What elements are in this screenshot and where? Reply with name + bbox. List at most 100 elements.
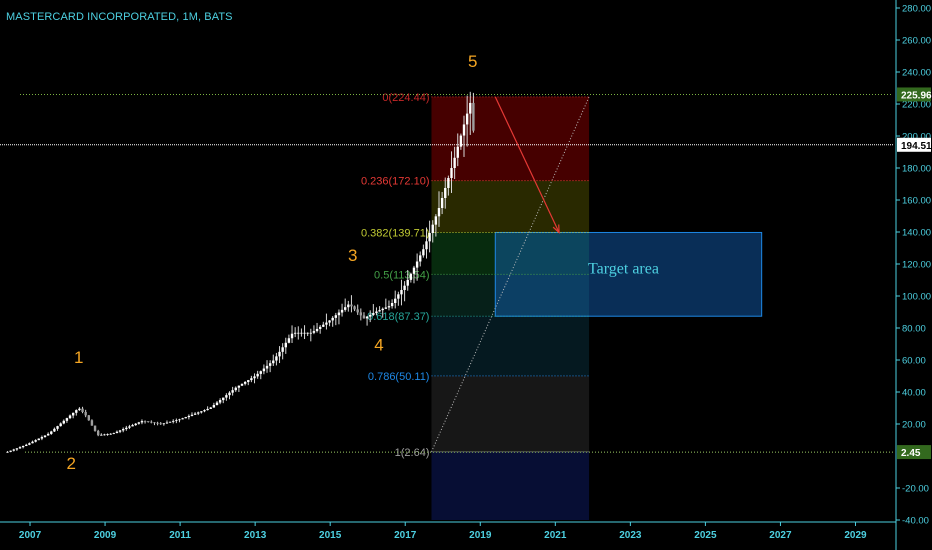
candle-body xyxy=(78,408,81,411)
fib-zones-layer xyxy=(431,96,590,520)
x-tick-label: 2009 xyxy=(94,530,117,541)
candle-body xyxy=(397,294,400,299)
candle-body xyxy=(384,307,388,309)
candle-body xyxy=(25,444,28,446)
candle-body xyxy=(343,307,347,310)
candle-body xyxy=(143,421,147,422)
y-tick-label: 160.00 xyxy=(902,196,931,207)
candle-body xyxy=(34,440,37,442)
candle-body xyxy=(287,338,291,343)
candle-body xyxy=(206,408,209,411)
y-tick-label: 260.00 xyxy=(902,36,931,47)
y-tick-label: 240.00 xyxy=(902,68,931,79)
candle-body xyxy=(203,410,206,412)
candle-body xyxy=(197,412,200,414)
fib-level-label: 0(224.44) xyxy=(382,92,429,104)
y-tick-label: -40.00 xyxy=(902,516,929,527)
candle-body xyxy=(75,410,78,413)
candle-body xyxy=(387,306,391,308)
candle-body xyxy=(340,309,344,313)
candle-body xyxy=(303,332,306,334)
candle-body xyxy=(356,309,359,313)
candle-body xyxy=(56,426,59,429)
candle-body xyxy=(128,426,131,428)
candle-body xyxy=(334,315,338,318)
y-tick-label: 200.00 xyxy=(902,132,931,143)
candle-body xyxy=(434,216,438,225)
last-price-badge xyxy=(897,137,931,152)
candle-body xyxy=(412,267,416,274)
candle-body xyxy=(137,422,141,424)
wave-label: 2 xyxy=(67,454,76,473)
y-tick-label: 180.00 xyxy=(902,164,931,175)
x-tick-label: 2027 xyxy=(769,530,792,541)
candle-body xyxy=(275,356,278,361)
fib-level-label: 0.236(172.10) xyxy=(361,176,430,188)
candle-body xyxy=(209,407,212,409)
candle-body xyxy=(118,430,122,432)
candle-body xyxy=(350,304,353,307)
candle-body xyxy=(165,422,169,424)
candle-body xyxy=(187,415,191,418)
candle-body xyxy=(359,312,363,316)
candle-body xyxy=(87,415,90,421)
fib-level-label: 0.786(50.11) xyxy=(368,371,430,383)
candle-body xyxy=(394,298,397,303)
candle-body xyxy=(472,102,475,131)
fib-level-label: 0.5(113.54) xyxy=(374,269,429,281)
x-tick-label: 2023 xyxy=(619,530,642,541)
x-tick-label: 2017 xyxy=(394,530,417,541)
x-tick-label: 2029 xyxy=(844,530,867,541)
candle-body xyxy=(419,255,422,262)
fib-zone xyxy=(431,96,590,181)
y-tick-label: 120.00 xyxy=(902,260,931,271)
wave-label: 3 xyxy=(348,246,357,265)
candle-body xyxy=(409,273,413,280)
candle-body xyxy=(46,433,50,436)
chart-title: MASTERCARD INCORPORATED, 1M, BATS xyxy=(6,11,233,23)
candle-body xyxy=(112,433,116,434)
candle-body xyxy=(253,376,256,379)
x-tick-label: 2021 xyxy=(544,530,567,541)
candle-body xyxy=(218,400,222,403)
candle-body xyxy=(125,427,128,430)
candle-body xyxy=(222,397,225,401)
candle-body xyxy=(178,419,181,421)
candle-body xyxy=(243,381,247,384)
y-tick-label: 40.00 xyxy=(902,388,926,399)
candle-body xyxy=(121,429,125,431)
candle-body xyxy=(322,324,325,327)
candle-body xyxy=(456,146,459,158)
candle-body xyxy=(369,314,372,317)
candle-body xyxy=(459,135,463,147)
candle-body xyxy=(406,279,409,286)
candle-body xyxy=(362,315,366,319)
candle-body xyxy=(100,434,103,436)
candle-body xyxy=(337,312,341,316)
candle-body xyxy=(312,331,316,333)
candle-body xyxy=(106,434,109,435)
fib-zone xyxy=(431,274,590,317)
candle-body xyxy=(147,421,150,423)
candle-body xyxy=(268,363,272,366)
candle-body xyxy=(403,285,406,290)
candle-body xyxy=(40,437,44,439)
high-price-badge-label: 225.96 xyxy=(901,90,932,101)
candle-body xyxy=(181,418,184,420)
candle-body xyxy=(259,371,262,374)
candle-body xyxy=(450,168,453,178)
candle-body xyxy=(347,304,350,308)
candle-body xyxy=(381,308,384,311)
fib-zone xyxy=(431,180,590,233)
candle-body xyxy=(90,420,94,426)
projection-arrow xyxy=(494,96,560,233)
x-tick-label: 2015 xyxy=(319,530,342,541)
candle-body xyxy=(159,423,162,425)
candle-body xyxy=(109,433,112,435)
candle-body xyxy=(265,365,269,369)
candle-body xyxy=(200,411,203,413)
candle-body xyxy=(262,368,266,372)
candle-body xyxy=(50,431,53,434)
